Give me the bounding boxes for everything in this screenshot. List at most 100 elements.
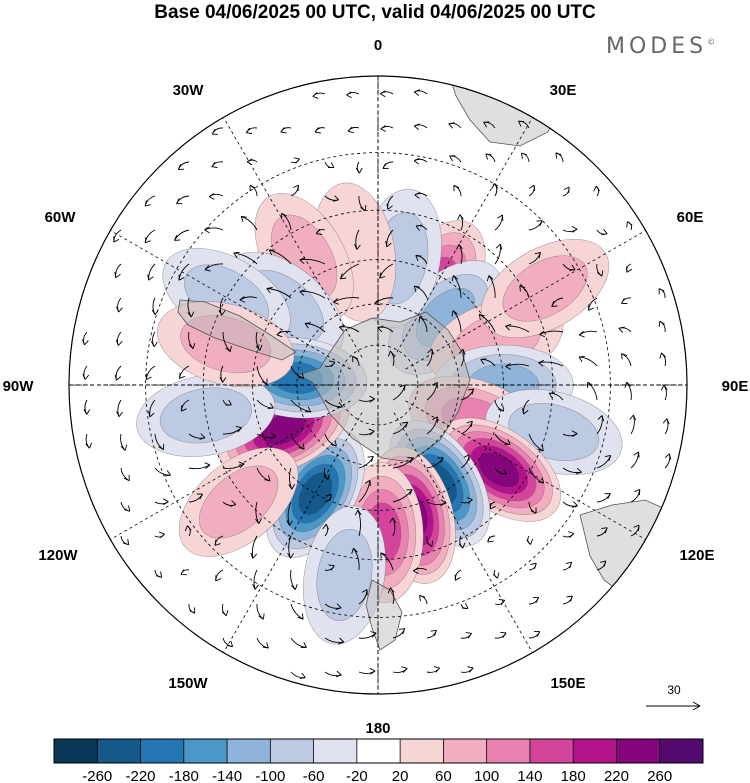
wind-vector-arrowhead: [155, 571, 163, 578]
colorbar-swatch: [227, 739, 271, 763]
wind-vector-arrowhead: [449, 155, 456, 162]
wind-vector-arrowhead: [467, 388, 475, 395]
wind-vector-arrowhead: [179, 372, 186, 379]
wind-vector-arrowhead: [440, 499, 446, 507]
wind-vector-arrowhead: [268, 249, 276, 256]
wind-vector-arrowhead: [629, 414, 637, 421]
wind-vector: [299, 258, 326, 265]
wind-vector-arrowhead: [626, 221, 633, 228]
wind-vector-arrowhead: [261, 378, 268, 385]
wind-vector-arrowhead: [451, 275, 459, 282]
wind-vector-arrowhead: [519, 285, 526, 292]
wind-vector-arrowhead: [266, 287, 273, 294]
lon-label-150w: 150W: [168, 675, 208, 692]
wind-vector-arrowhead: [314, 127, 321, 134]
wind-vector-arrowhead: [466, 497, 473, 504]
wind-vector-arrowhead: [387, 587, 395, 594]
wind-vector: [488, 275, 496, 299]
wind-vector-arrowhead: [526, 538, 534, 545]
wind-vector-arrowhead: [235, 425, 242, 433]
colorbar-swatch: [270, 739, 314, 763]
wind-vector-arrowhead: [299, 257, 306, 265]
wind-vector-arrowhead: [252, 584, 259, 590]
reference-vector: 30: [646, 683, 701, 711]
wind-vector-arrowhead: [401, 421, 409, 428]
colorbar-tick-label: 260: [647, 768, 672, 783]
wind-vector-arrowhead: [462, 602, 469, 609]
wind-vector-arrowhead: [588, 304, 594, 311]
wind-vector-arrowhead: [380, 552, 387, 559]
wind-vector-arrowhead: [211, 161, 218, 168]
wind-vector-arrowhead: [485, 153, 492, 160]
copyright-mark: ©: [707, 37, 716, 47]
wind-vector-arrowhead: [315, 228, 323, 235]
wind-vector-arrowhead: [361, 589, 368, 596]
wind-vector-arrowhead: [355, 167, 363, 174]
wind-vector: [253, 569, 258, 590]
wind-vector-arrowhead: [419, 594, 426, 602]
wind-vector: [505, 325, 530, 333]
wind-vector-arrowhead: [184, 525, 192, 532]
wind-vector-arrowhead: [325, 493, 332, 501]
wind-vector-arrowhead: [122, 538, 130, 546]
wind-vector-arrowhead: [414, 191, 421, 199]
wind-vector-arrowhead: [505, 323, 512, 331]
wind-vector: [357, 509, 361, 537]
wind-vector-arrowhead: [300, 642, 307, 648]
colorbar-swatch: [573, 739, 617, 763]
wind-vector-arrowhead: [239, 296, 246, 303]
anomaly-contour: [316, 529, 373, 621]
wind-vector-arrowhead: [335, 670, 342, 678]
wind-vector-arrowhead: [451, 310, 458, 317]
wind-vector-arrowhead: [483, 121, 490, 128]
wind-vector-arrowhead: [299, 672, 306, 680]
wind-vector-arrowhead: [389, 517, 397, 524]
wind-vector-arrowhead: [370, 631, 377, 638]
wind-vector-arrowhead: [386, 203, 393, 210]
wind-vector-arrowhead: [297, 613, 304, 620]
longitude-labels: 0 30E 60E 90E 120E 150E 180 150W 120W 90…: [3, 37, 749, 737]
wind-vector: [299, 290, 326, 299]
wind-vector-arrowhead: [124, 505, 131, 512]
wind-vector-arrowhead: [288, 483, 296, 490]
colorbar-tick-label: -60: [303, 768, 325, 783]
wind-vector-arrowhead: [114, 272, 121, 279]
wind-vector-arrowhead: [204, 265, 211, 272]
wind-vector-arrowhead: [276, 330, 283, 338]
meridian-line: [106, 227, 351, 370]
wind-vector-arrowhead: [565, 561, 573, 569]
wind-vector: [288, 535, 292, 559]
wind-vector-arrowhead: [333, 298, 339, 305]
wind-vector-arrowhead: [255, 344, 263, 351]
wind-vector-arrowhead: [262, 642, 269, 649]
wind-vector: [479, 313, 496, 333]
wind-vector-arrowhead: [211, 128, 219, 135]
colorbar-tick-label: 140: [517, 768, 542, 783]
wind-vector: [538, 361, 564, 367]
wind-vector-arrowhead: [487, 536, 494, 543]
wind-vectors: [82, 89, 672, 680]
wind-vector-arrowhead: [305, 406, 312, 413]
wind-vector-arrowhead: [287, 552, 294, 559]
wind-vector: [340, 263, 360, 280]
wind-vector-arrowhead: [281, 212, 287, 220]
wind-vector-arrowhead: [529, 184, 536, 192]
wind-vector-arrowhead: [659, 352, 667, 359]
modes-logo: MODES©: [606, 34, 715, 59]
colorbar-tick-label: 180: [561, 768, 586, 783]
wind-vector-arrowhead: [453, 184, 460, 192]
meridian-line: [405, 400, 650, 543]
colorbar-tick-label: -140: [212, 768, 242, 783]
wind-vector-arrowhead: [537, 477, 545, 484]
lon-label-180: 180: [365, 720, 390, 737]
reference-vector-label: 30: [667, 683, 681, 697]
wind-vector-arrowhead: [367, 455, 374, 463]
wind-vector-arrowhead: [115, 339, 123, 346]
wind-vector-arrowhead: [352, 355, 359, 363]
wind-vector-arrowhead: [208, 193, 215, 200]
wind-vector-arrowhead: [82, 373, 90, 380]
lon-label-90e: 90E: [722, 378, 749, 395]
wind-vector-arrowhead: [83, 409, 91, 415]
wind-vector-arrowhead: [351, 547, 358, 554]
